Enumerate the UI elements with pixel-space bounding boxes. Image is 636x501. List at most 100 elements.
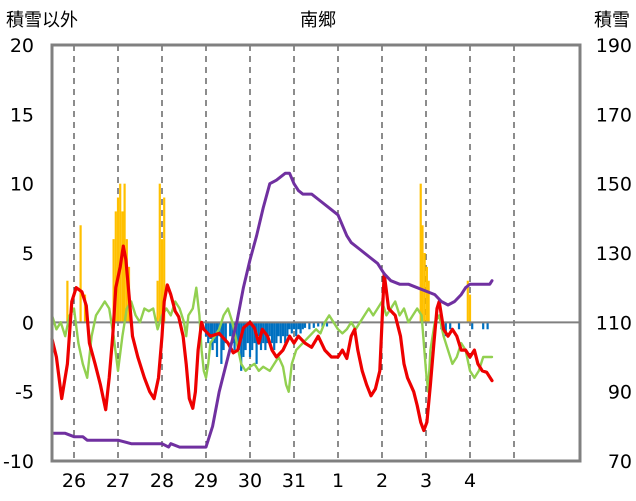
bar-negative <box>288 322 291 330</box>
bar-negative <box>482 322 485 330</box>
x-tick-labels: 26 27 28 29 30 31 1 2 3 4 <box>62 470 476 492</box>
bar-negative <box>286 322 289 337</box>
left-tick-label: 15 <box>10 104 34 126</box>
bar-positive <box>66 280 69 323</box>
bar-positive <box>423 253 426 323</box>
bar-positive <box>419 183 422 323</box>
right-tick-label: 170 <box>596 104 632 126</box>
bar-negative <box>312 322 315 328</box>
bar-negative <box>213 322 216 344</box>
bar-negative <box>264 322 267 351</box>
bar-negative <box>273 322 276 351</box>
bar-negative <box>292 322 296 330</box>
left-tick-label: 5 <box>22 243 34 265</box>
bar-negative <box>284 322 287 344</box>
vertical-gridlines <box>73 45 515 461</box>
bar-positive <box>427 280 430 323</box>
right-axis-title: 積雪 <box>594 10 630 31</box>
right-tick-label: 130 <box>596 243 632 265</box>
bar-negative <box>246 322 249 344</box>
bar-negative <box>204 322 208 337</box>
bar-negative <box>275 322 278 344</box>
x-tick-label: 28 <box>150 470 174 492</box>
bar-negative <box>486 322 489 330</box>
right-tick-label: 70 <box>608 451 632 473</box>
bar-negative <box>303 322 307 328</box>
bar-positive <box>158 183 161 323</box>
bar-positive <box>79 225 82 323</box>
bar-negative <box>257 322 260 337</box>
line-series <box>50 171 494 449</box>
x-tick-label: 3 <box>420 470 432 492</box>
x-tick-label: 1 <box>332 470 344 492</box>
bar-negative <box>237 322 241 351</box>
bar-positive <box>121 211 124 323</box>
bar-negative <box>224 322 227 344</box>
right-tick-labels: 190 170 150 130 110 90 70 <box>596 35 632 473</box>
bar-negative <box>325 322 329 327</box>
bar-negative <box>251 322 254 351</box>
x-tick-label: 29 <box>194 470 218 492</box>
series-line-red <box>50 244 494 433</box>
bar-positive <box>112 239 115 323</box>
bar-negative <box>270 322 274 344</box>
bar-negative <box>297 322 300 330</box>
right-tick-label: 190 <box>596 35 632 57</box>
bar-positive <box>160 239 164 323</box>
bar-positive <box>421 225 424 323</box>
bar-positive <box>119 183 122 323</box>
bar-negative <box>242 322 245 357</box>
chart-title: 南郷 <box>300 10 336 31</box>
bar-negative <box>471 322 474 330</box>
bar-positive <box>425 266 428 323</box>
bar-series <box>66 183 489 371</box>
bar-negative <box>449 322 452 330</box>
bar-negative <box>299 322 302 334</box>
right-tick-label: 90 <box>608 382 632 404</box>
left-tick-label: 20 <box>10 35 34 57</box>
x-tick-label: 26 <box>62 470 86 492</box>
x-tick-label: 27 <box>106 470 130 492</box>
bar-negative <box>301 322 304 330</box>
bar-negative <box>290 322 293 334</box>
bar-negative <box>308 322 311 330</box>
left-axis-title: 積雪以外 <box>6 10 78 31</box>
x-tick-label: 2 <box>376 470 388 492</box>
bar-negative <box>444 322 447 337</box>
bar-negative <box>317 322 320 327</box>
bar-positive <box>163 197 166 323</box>
bar-positive <box>468 294 472 323</box>
plot-frame <box>50 43 582 463</box>
bar-positive <box>116 197 120 323</box>
left-tick-label: -10 <box>3 451 34 473</box>
x-tick-label: 4 <box>464 470 476 492</box>
bar-negative <box>231 322 234 344</box>
bar-negative <box>220 322 223 364</box>
bar-negative <box>235 322 238 344</box>
x-tick-label: 30 <box>238 470 262 492</box>
bar-negative <box>255 322 258 364</box>
bar-negative <box>229 322 232 337</box>
bar-positive <box>114 211 117 323</box>
bar-negative <box>268 322 271 337</box>
bar-negative <box>277 322 280 337</box>
bar-negative <box>209 322 212 339</box>
series-line-purple <box>50 171 494 449</box>
bar-negative <box>266 322 269 344</box>
bar-negative <box>295 322 298 337</box>
bar-negative <box>281 322 285 337</box>
right-tick-label: 150 <box>596 174 632 196</box>
x-tick-label: 31 <box>282 470 306 492</box>
bar-positive <box>466 280 469 323</box>
bar-negative <box>279 322 282 344</box>
left-tick-label: 0 <box>22 312 34 334</box>
bar-negative <box>457 322 461 330</box>
left-tick-label: -5 <box>15 382 34 404</box>
bar-positive <box>156 280 159 323</box>
bar-negative <box>248 322 252 357</box>
left-tick-labels: 20 15 10 5 0 -5 -10 <box>3 35 34 473</box>
left-tick-label: 10 <box>10 174 34 196</box>
bar-negative <box>244 322 247 351</box>
bar-negative <box>240 322 243 371</box>
